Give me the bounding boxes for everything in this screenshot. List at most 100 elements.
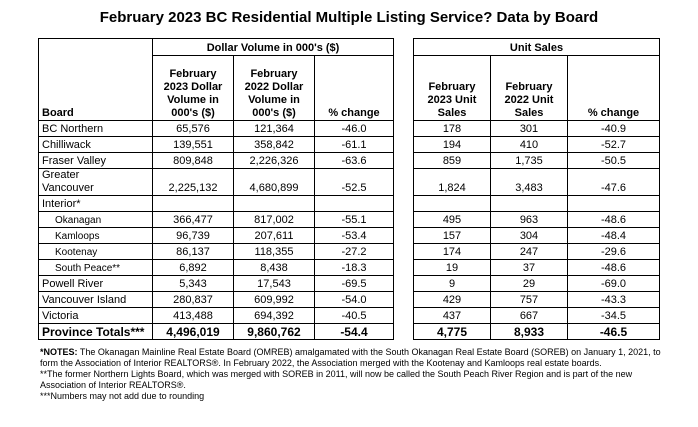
empty-cell [152,195,234,212]
cell: 121,364 [233,120,315,137]
table-row: Kamloops 96,739 207,611 -53.4 157 304 -48.4 [38,227,660,244]
group-header: Unit Sales [413,38,660,56]
row-label: Victoria [38,307,153,324]
cell: 86,137 [152,243,234,260]
gap [393,168,414,196]
cell: -43.3 [567,291,660,308]
cell: 609,992 [233,291,315,308]
cell: 437 [413,307,491,324]
empty-cell [233,195,315,212]
group-header: Dollar Volume in 000's ($) [152,38,394,56]
cell: -18.3 [314,259,394,276]
table-row: Interior* [38,195,660,212]
cell: -52.5 [314,168,394,196]
gap [393,259,414,276]
notes: *NOTES: The Okanagan Mainline Real Estat… [40,347,680,402]
cell: 4,775 [413,323,491,340]
row-label: Greater Vancouver [38,168,153,196]
cell: -48.6 [567,211,660,228]
row-label: Powell River [38,275,153,292]
cell: -69.0 [567,275,660,292]
cell: -52.7 [567,136,660,153]
row-label: Chilliwack [38,136,153,153]
gap [393,307,414,324]
cell: 9,860,762 [233,323,315,340]
cell: 37 [490,259,568,276]
table-row: Fraser Valley 809,848 2,226,326 -63.6 859 1,7… [38,152,660,169]
table-row: Victoria 413,488 694,392 -40.5 437 667 -34.5 [38,307,660,324]
cell: 358,842 [233,136,315,153]
cell: 2,226,326 [233,152,315,169]
table-row: Kootenay 86,137 118,355 -27.2 174 247 -29.6 [38,243,660,260]
note: *NOTES: The Okanagan Mainline Real Estat… [40,347,680,369]
total-row: Province Totals*** 4,496,019 9,860,762 -54.… [38,323,660,340]
table-row: BC Northern 65,576 121,364 -46.0 178 301 -40.9 [38,120,660,137]
row-label: Fraser Valley [38,152,153,169]
column-header: February 2023 Dollar Volume in 000's ($) [152,55,234,121]
cell: 859 [413,152,491,169]
gap [393,227,414,244]
cell: 207,611 [233,227,315,244]
cell: -34.5 [567,307,660,324]
table-row: Greater Vancouver 2,225,132 4,680,899 -52.5… [38,168,660,196]
note: ***Numbers may not add due to rounding [40,391,205,401]
cell: 247 [490,243,568,260]
title: February 2023 BC Residential Multiple Li… [99,9,599,26]
table-row: Powell River 5,343 17,543 -69.5 9 29 -69.0 [38,275,660,292]
cell: 1,735 [490,152,568,169]
cell: -40.5 [314,307,394,324]
cell: 667 [490,307,568,324]
cell: -55.1 [314,211,394,228]
table-row: Okanagan 366,477 817,002 -55.1 495 963 -48.6 [38,211,660,228]
gap [393,120,414,137]
cell: 304 [490,227,568,244]
table-row: Chilliwack 139,551 358,842 -61.1 194 410 -52.7 [38,136,660,153]
cell: 194 [413,136,491,153]
cell: 8,933 [490,323,568,340]
cell: 280,837 [152,291,234,308]
gap [393,152,414,169]
cell: 178 [413,120,491,137]
cell: 157 [413,227,491,244]
note-label: *NOTES: [40,347,78,357]
gap [393,211,414,228]
column-header: Board [38,55,153,121]
cell: 65,576 [152,120,234,137]
cell: 4,680,899 [233,168,315,196]
cell: -69.5 [314,275,394,292]
cell: 4,496,019 [152,323,234,340]
cell: -63.6 [314,152,394,169]
gap [393,136,414,153]
cell: -54.4 [314,323,394,340]
cell: -48.4 [567,227,660,244]
cell: -54.0 [314,291,394,308]
cell: 6,892 [152,259,234,276]
row-label: BC Northern [38,120,153,137]
cell: 963 [490,211,568,228]
empty-cell [413,195,491,212]
gap [393,38,414,56]
cell: 5,343 [152,275,234,292]
cell: -50.5 [567,152,660,169]
cell: 29 [490,275,568,292]
cell: 809,848 [152,152,234,169]
cell: -27.2 [314,243,394,260]
empty-cell [567,195,660,212]
column-header: February 2022 Dollar Volume in 000's ($) [233,55,315,121]
row-label: South Peace** [38,259,153,276]
note-text: The Okanagan Mainline Real Estate Board … [40,347,661,368]
cell: 8,438 [233,259,315,276]
note: **The former Northern Lights Board, whic… [40,369,633,390]
column-header: % change [314,55,394,121]
cell: 174 [413,243,491,260]
cell: -61.1 [314,136,394,153]
cell: 757 [490,291,568,308]
row-label: Okanagan [38,211,153,228]
empty-cell [314,195,394,212]
cell: 413,488 [152,307,234,324]
cell: 2,225,132 [152,168,234,196]
empty-cell [490,195,568,212]
cell: -40.9 [567,120,660,137]
cell: 96,739 [152,227,234,244]
